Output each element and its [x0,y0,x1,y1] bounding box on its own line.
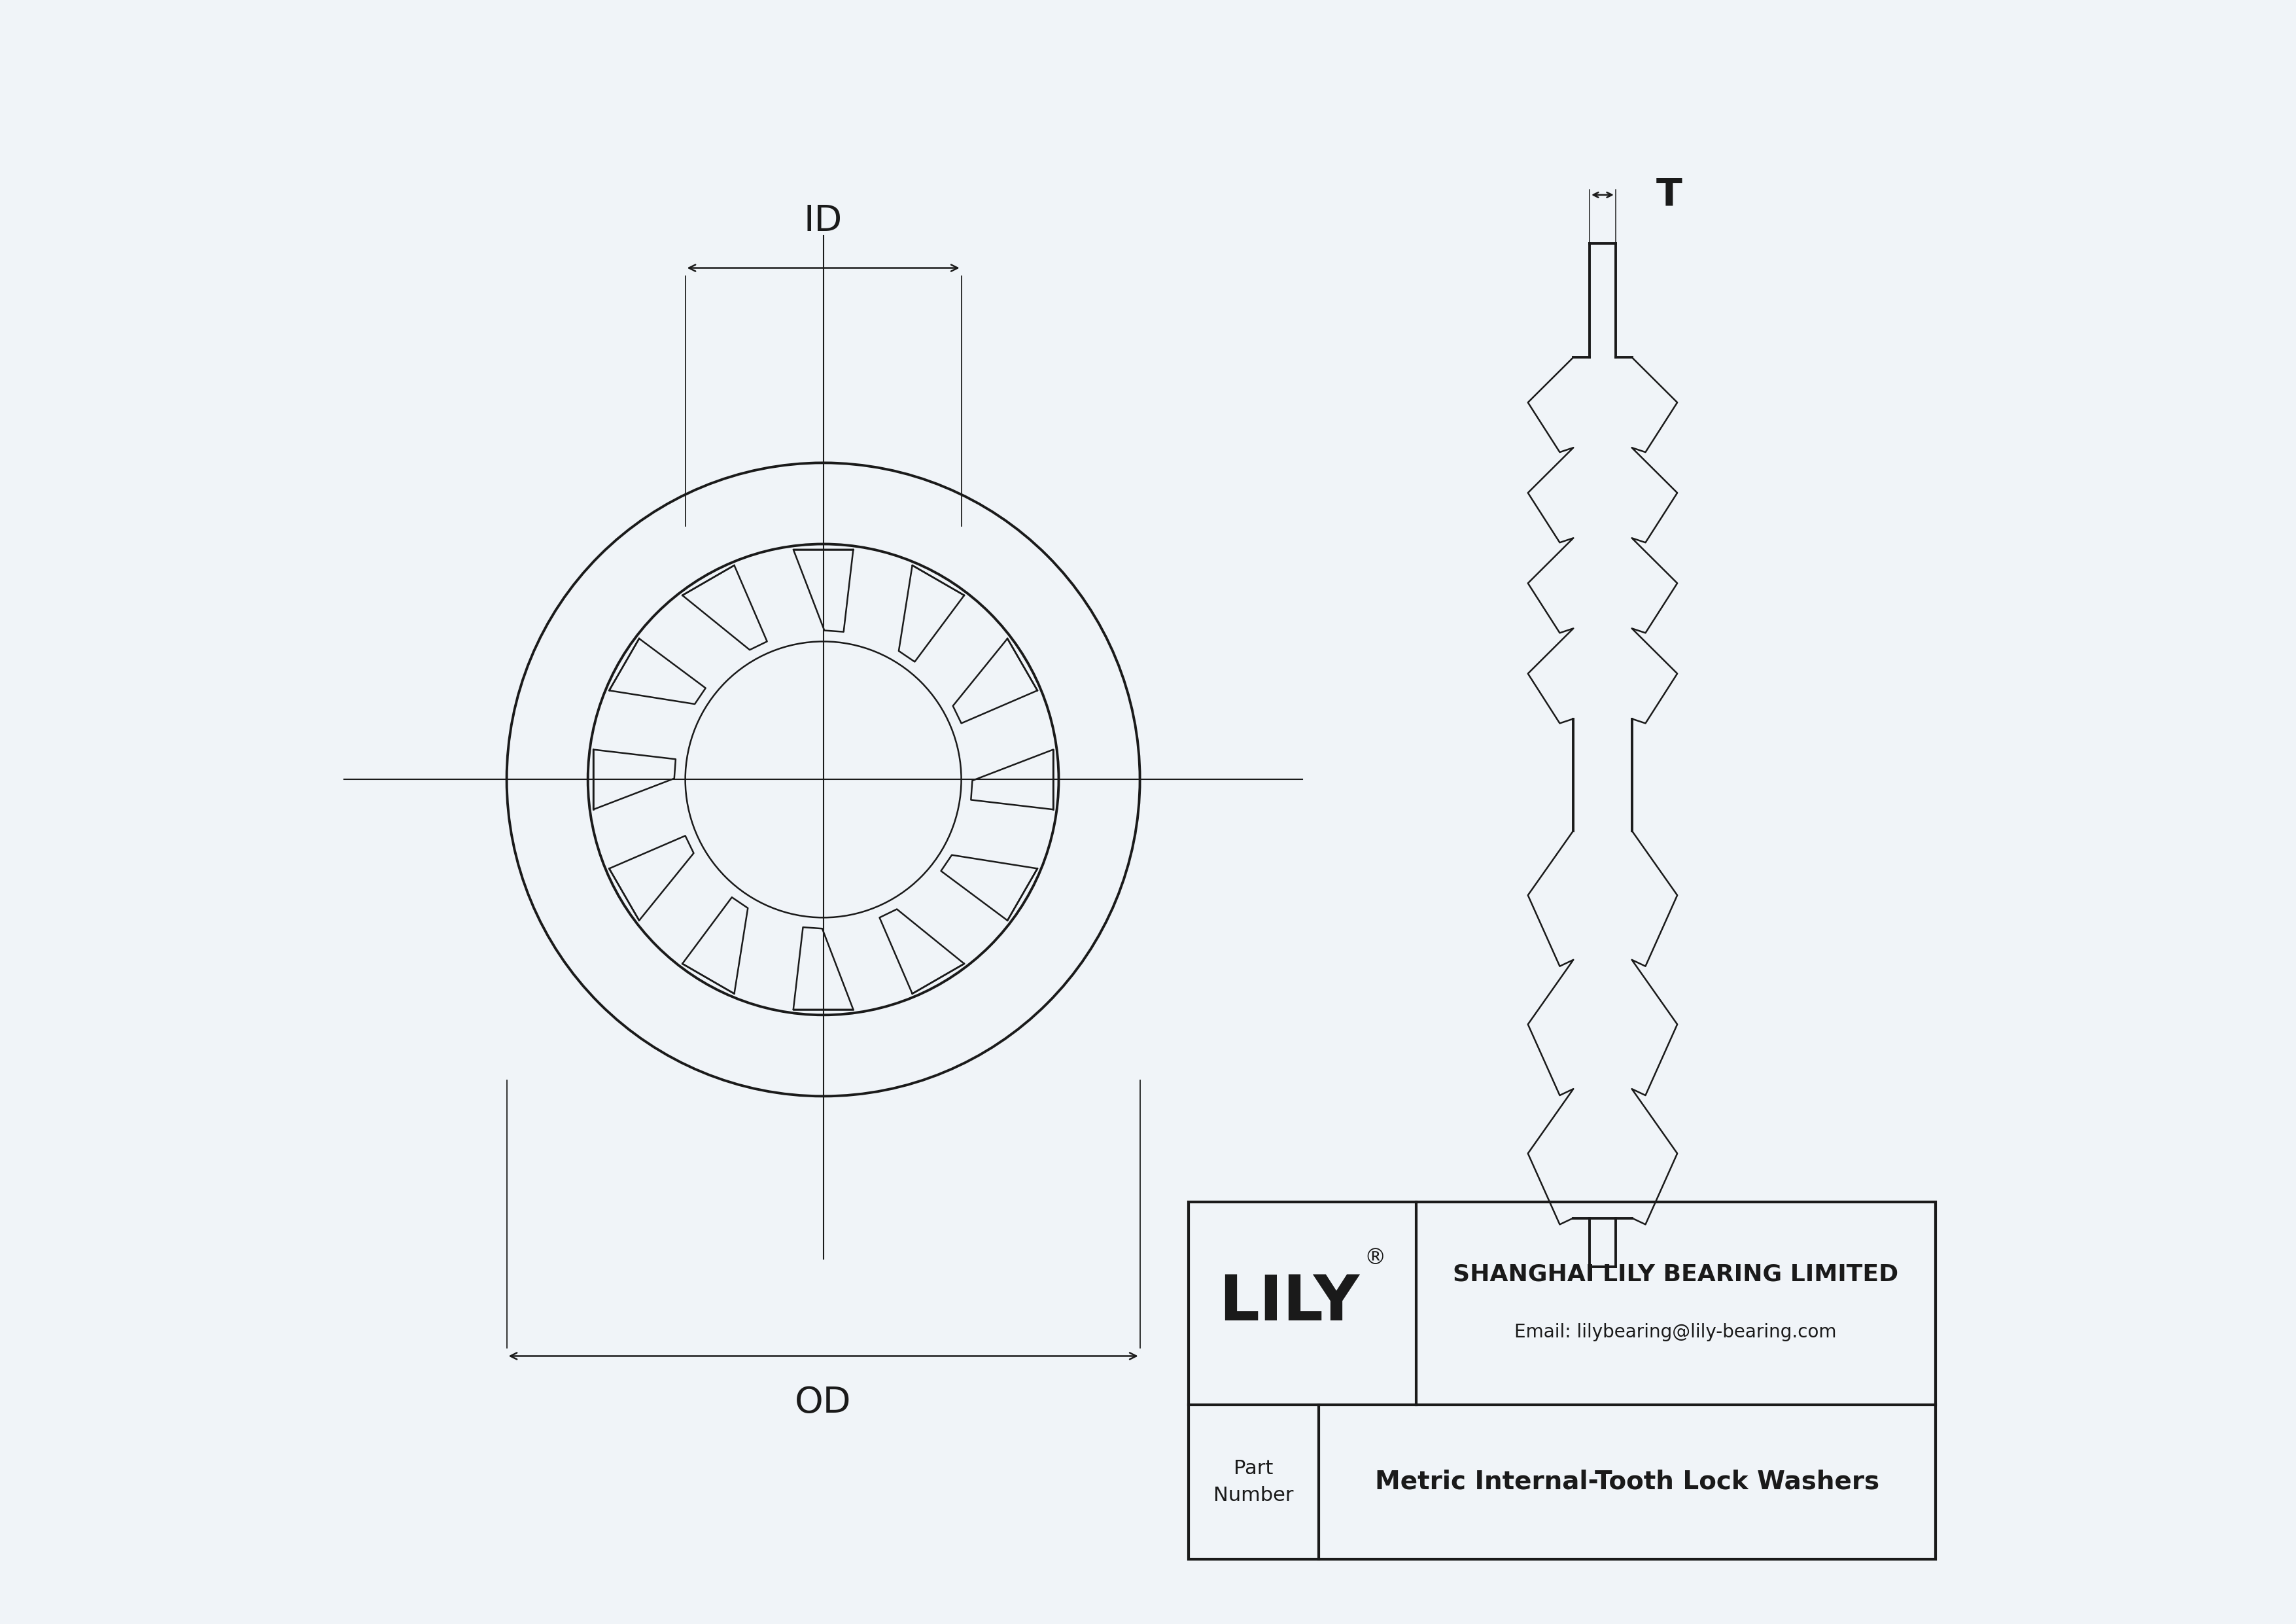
Text: OD: OD [794,1385,852,1421]
Text: T: T [1655,177,1683,213]
Text: Metric Internal-Tooth Lock Washers: Metric Internal-Tooth Lock Washers [1375,1470,1878,1494]
Text: SHANGHAI LILY BEARING LIMITED: SHANGHAI LILY BEARING LIMITED [1453,1263,1899,1285]
Text: Email: lilybearing@lily-bearing.com: Email: lilybearing@lily-bearing.com [1515,1324,1837,1341]
Bar [1189,1202,1936,1559]
Text: ®: ® [1364,1247,1387,1268]
Text: ID: ID [804,203,843,239]
Text: LILY: LILY [1219,1273,1359,1333]
Text: Part
Number: Part Number [1215,1458,1293,1505]
